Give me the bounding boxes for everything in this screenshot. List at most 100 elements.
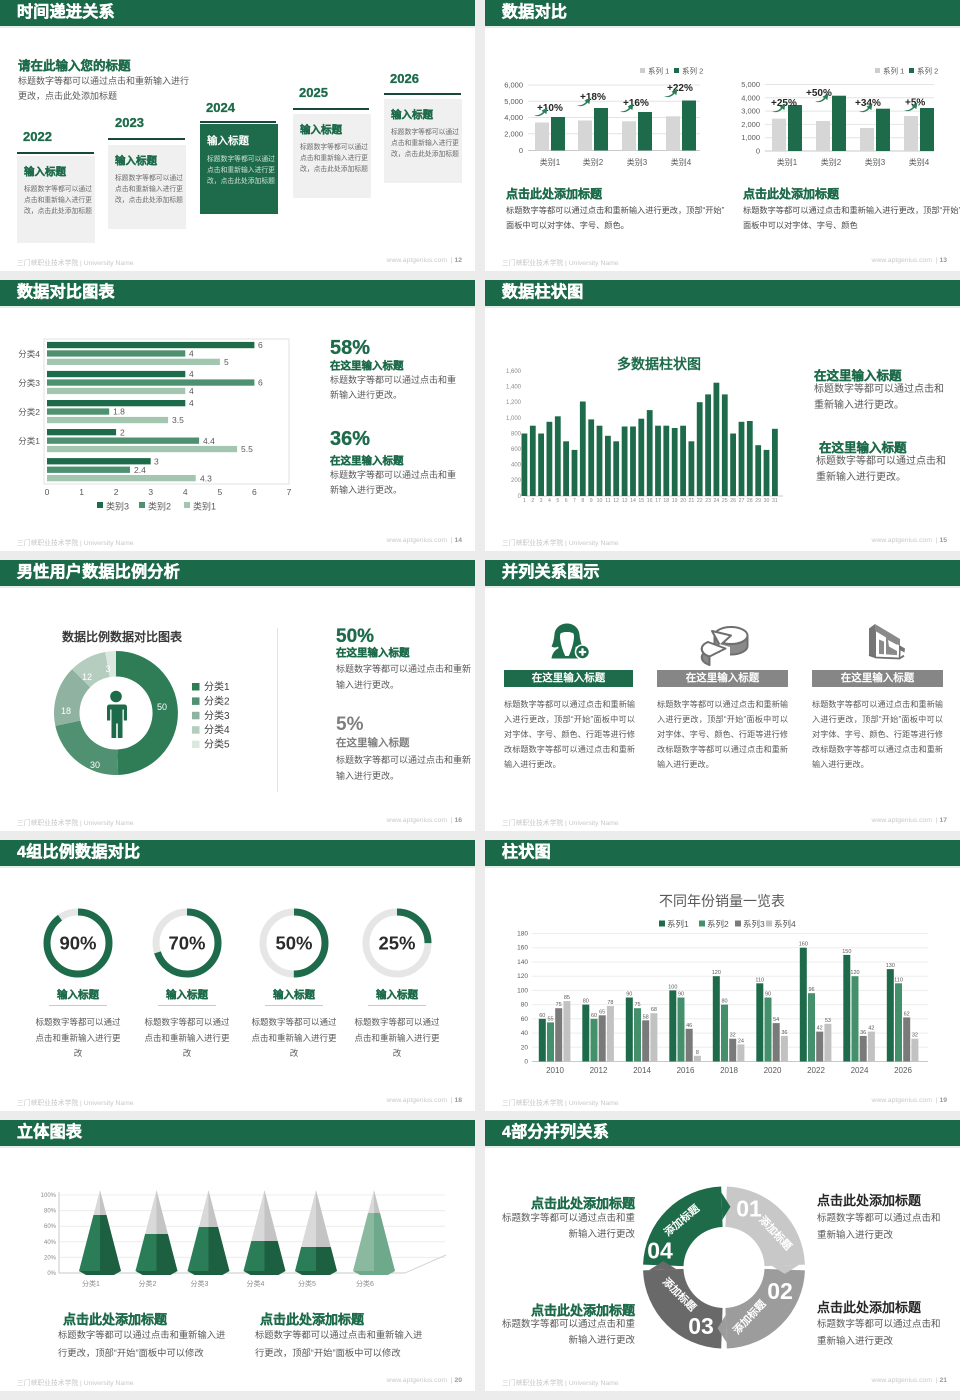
svg-text:系列 2: 系列 2	[682, 66, 703, 76]
svg-text:90: 90	[678, 992, 684, 998]
svg-text:60%: 60%	[44, 1224, 57, 1230]
svg-text:02: 02	[767, 1278, 793, 1304]
svg-text:2.4: 2.4	[134, 465, 146, 475]
svg-text:4: 4	[189, 349, 194, 359]
svg-text:100: 100	[668, 984, 677, 990]
svg-text:类别2: 类别2	[148, 501, 171, 512]
svg-text:25: 25	[722, 498, 728, 504]
svg-text:04: 04	[647, 1238, 673, 1264]
svg-text:29: 29	[755, 498, 761, 504]
svg-text:120: 120	[517, 973, 528, 980]
svg-text:130: 130	[886, 963, 895, 969]
svg-text:7: 7	[287, 487, 292, 497]
svg-text:46: 46	[686, 1023, 692, 1029]
svg-text:200: 200	[511, 478, 522, 484]
svg-text:+25%: +25%	[771, 98, 797, 109]
svg-text:分类6: 分类6	[356, 1279, 374, 1288]
svg-text:不同年份销量一览表: 不同年份销量一览表	[659, 893, 785, 909]
svg-text:2022: 2022	[807, 1066, 825, 1075]
svg-text:分类4: 分类4	[204, 723, 230, 736]
svg-text:03: 03	[688, 1313, 714, 1339]
svg-text:6: 6	[252, 487, 257, 497]
svg-text:分类3: 分类3	[204, 709, 230, 722]
svg-text:01: 01	[736, 1196, 762, 1222]
svg-text:20%: 20%	[44, 1255, 57, 1261]
svg-text:4: 4	[189, 369, 194, 379]
svg-text:2018: 2018	[720, 1066, 738, 1075]
svg-text:22: 22	[697, 498, 703, 504]
svg-text:62: 62	[904, 1011, 910, 1017]
svg-text:分类1: 分类1	[204, 680, 230, 693]
svg-text:1,000: 1,000	[506, 416, 522, 422]
svg-text:78: 78	[607, 1000, 613, 1006]
svg-text:32: 32	[730, 1033, 736, 1039]
svg-text:1,000: 1,000	[741, 133, 760, 142]
svg-text:70%: 70%	[168, 933, 205, 954]
svg-text:20: 20	[680, 498, 686, 504]
svg-text:25%: 25%	[378, 933, 415, 954]
svg-text:3: 3	[154, 456, 159, 466]
svg-text:系列3: 系列3	[743, 919, 765, 929]
svg-text:2010: 2010	[546, 1066, 564, 1075]
svg-text:32: 32	[912, 1033, 918, 1039]
svg-text:12: 12	[613, 498, 619, 504]
svg-text:2,000: 2,000	[741, 120, 760, 129]
svg-text:0: 0	[524, 1059, 528, 1066]
svg-text:40%: 40%	[44, 1240, 57, 1246]
svg-text:150: 150	[842, 949, 851, 955]
svg-text:42: 42	[868, 1026, 874, 1032]
svg-text:类别1: 类别1	[193, 501, 216, 512]
svg-text:55: 55	[547, 1016, 553, 1022]
svg-text:4: 4	[183, 487, 188, 497]
svg-text:26: 26	[730, 498, 736, 504]
svg-text:2012: 2012	[590, 1066, 608, 1075]
svg-text:系列 1: 系列 1	[648, 66, 669, 76]
svg-text:1.8: 1.8	[113, 407, 125, 417]
svg-text:18: 18	[61, 706, 71, 716]
svg-text:80%: 80%	[44, 1209, 57, 1215]
svg-text:19: 19	[672, 498, 678, 504]
svg-text:2: 2	[114, 487, 119, 497]
svg-text:4,000: 4,000	[504, 113, 523, 122]
svg-text:0: 0	[519, 146, 523, 155]
svg-text:2020: 2020	[764, 1066, 782, 1075]
svg-text:140: 140	[517, 959, 528, 966]
svg-text:2: 2	[531, 498, 534, 504]
svg-text:28: 28	[747, 498, 753, 504]
svg-text:100%: 100%	[41, 1193, 57, 1199]
svg-text:1,200: 1,200	[506, 400, 522, 406]
svg-text:13: 13	[622, 498, 628, 504]
svg-text:110: 110	[755, 977, 764, 983]
svg-text:58: 58	[643, 1014, 649, 1020]
svg-text:分类2: 分类2	[18, 407, 40, 417]
svg-text:17: 17	[655, 498, 661, 504]
svg-text:30: 30	[764, 498, 770, 504]
svg-text:2016: 2016	[677, 1066, 695, 1075]
svg-text:40: 40	[521, 1030, 529, 1037]
svg-text:60: 60	[521, 1016, 529, 1023]
svg-text:类别2: 类别2	[821, 157, 842, 167]
svg-text:16: 16	[647, 498, 653, 504]
svg-text:75: 75	[556, 1002, 562, 1008]
svg-text:1: 1	[79, 487, 84, 497]
svg-text:分类1: 分类1	[18, 436, 40, 446]
svg-text:5,000: 5,000	[504, 97, 523, 106]
svg-text:50%: 50%	[275, 933, 312, 954]
svg-text:分类3: 分类3	[18, 378, 40, 388]
svg-text:600: 600	[511, 447, 522, 453]
svg-text:65: 65	[599, 1009, 605, 1015]
svg-text:类别4: 类别4	[671, 157, 692, 167]
svg-text:60: 60	[591, 1013, 597, 1019]
svg-text:+16%: +16%	[623, 98, 649, 109]
svg-text:800: 800	[511, 431, 522, 437]
svg-text:400: 400	[511, 463, 522, 469]
svg-text:90: 90	[765, 992, 771, 998]
svg-text:4: 4	[189, 398, 194, 408]
svg-text:24: 24	[714, 498, 720, 504]
svg-text:0: 0	[756, 147, 760, 156]
svg-text:160: 160	[799, 942, 808, 948]
svg-text:23: 23	[705, 498, 711, 504]
svg-text:4.3: 4.3	[200, 473, 212, 483]
svg-text:分类2: 分类2	[204, 694, 230, 707]
svg-text:5: 5	[556, 498, 559, 504]
